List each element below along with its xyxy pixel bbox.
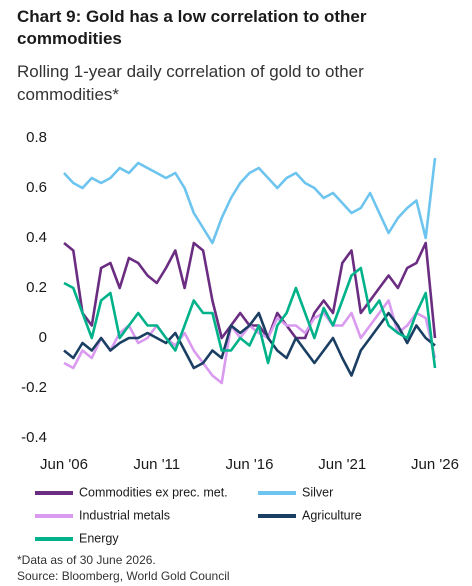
- chart-subtitle: Rolling 1-year daily correlation of gold…: [17, 62, 364, 104]
- x-tick-label: Jun '06: [40, 456, 88, 473]
- y-tick-label: -0.2: [21, 379, 47, 396]
- y-tick-label: 0: [39, 329, 47, 346]
- x-tick-label: Jun '21: [318, 456, 366, 473]
- legend-label: Energy: [79, 531, 119, 545]
- legend-label: Industrial metals: [79, 508, 170, 522]
- chart-title: Chart 9: Gold has a low correlation to o…: [17, 7, 367, 48]
- source: Source: Bloomberg, World Gold Council: [17, 569, 230, 583]
- y-tick-label: -0.4: [21, 429, 47, 446]
- series-line: [63, 266, 437, 369]
- legend-label: Commodities ex prec. met.: [79, 485, 228, 499]
- legend-label: Silver: [302, 485, 333, 499]
- footnote: *Data as of 30 June 2026.: [17, 553, 156, 567]
- y-tick-label: 0.2: [26, 279, 47, 296]
- series-line: [63, 157, 437, 245]
- x-tick-label: Jun '11: [133, 456, 180, 473]
- x-tick-label: Jun '16: [226, 456, 274, 473]
- legend-label: Agriculture: [302, 508, 362, 522]
- y-tick-label: 0.8: [26, 129, 47, 146]
- y-tick-label: 0.6: [26, 179, 47, 196]
- series-line: [63, 311, 436, 377]
- y-tick-label: 0.4: [26, 229, 47, 246]
- x-tick-label: Jun '26: [411, 456, 459, 473]
- chart: 0.8 0.6 0.4 0.2 0 -0.2 -0.4 Jun '06 Jun '11 Jun '…: [21, 129, 459, 545]
